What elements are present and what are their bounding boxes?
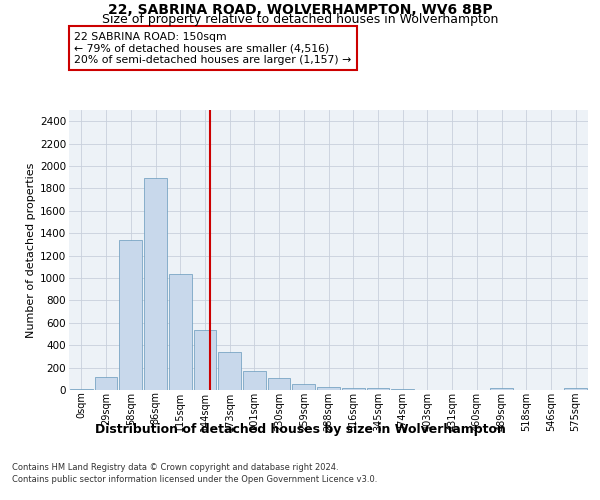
- Bar: [119, 240, 142, 390]
- Bar: [243, 371, 266, 390]
- Y-axis label: Number of detached properties: Number of detached properties: [26, 162, 36, 338]
- Bar: [169, 274, 191, 390]
- Bar: [95, 376, 118, 390]
- Text: Contains HM Land Registry data © Crown copyright and database right 2024.: Contains HM Land Registry data © Crown c…: [12, 462, 338, 471]
- Text: Size of property relative to detached houses in Wolverhampton: Size of property relative to detached ho…: [102, 14, 498, 26]
- Bar: [391, 389, 414, 390]
- Bar: [268, 378, 290, 390]
- Bar: [367, 388, 389, 390]
- Bar: [144, 178, 167, 390]
- Bar: [194, 330, 216, 390]
- Text: 22, SABRINA ROAD, WOLVERHAMPTON, WV6 8BP: 22, SABRINA ROAD, WOLVERHAMPTON, WV6 8BP: [107, 2, 493, 16]
- Bar: [490, 388, 513, 390]
- Bar: [564, 388, 587, 390]
- Bar: [218, 352, 241, 390]
- Bar: [342, 388, 365, 390]
- Bar: [292, 384, 315, 390]
- Text: Distribution of detached houses by size in Wolverhampton: Distribution of detached houses by size …: [95, 422, 505, 436]
- Text: Contains public sector information licensed under the Open Government Licence v3: Contains public sector information licen…: [12, 475, 377, 484]
- Text: 22 SABRINA ROAD: 150sqm
← 79% of detached houses are smaller (4,516)
20% of semi: 22 SABRINA ROAD: 150sqm ← 79% of detache…: [74, 32, 352, 65]
- Bar: [70, 389, 93, 390]
- Bar: [317, 386, 340, 390]
